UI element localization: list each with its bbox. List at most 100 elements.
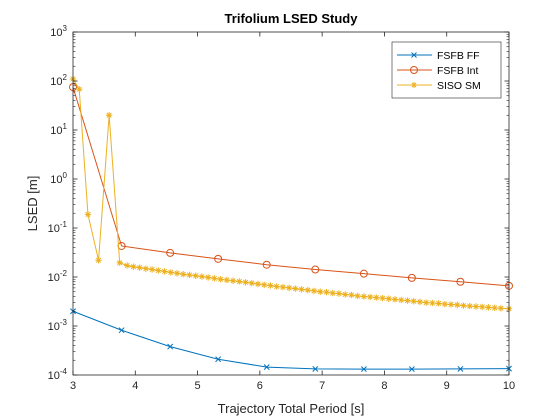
data-point-star-marker xyxy=(254,280,262,288)
y-tick-exponent: -4 xyxy=(60,367,68,376)
data-point-x-marker xyxy=(457,365,464,372)
legend-entry-fsfb-ff: FSFB FF xyxy=(397,50,480,62)
data-point-star-marker xyxy=(335,290,343,297)
data-point-star-marker xyxy=(404,297,411,304)
data-point-star-marker xyxy=(105,112,113,119)
x-tick-label: 4 xyxy=(132,380,138,392)
data-point-star-marker xyxy=(366,293,374,301)
data-point-star-marker xyxy=(223,276,231,284)
chart-title: Trifolium LSED Study xyxy=(225,11,359,26)
y-tick-exponent: 1 xyxy=(63,122,68,131)
data-point-star-marker xyxy=(173,270,181,277)
data-point-star-marker xyxy=(123,262,131,269)
data-point-star-marker xyxy=(292,285,299,292)
x-tick-label: 7 xyxy=(319,380,325,392)
y-tick-exponent: 0 xyxy=(63,171,68,180)
data-point-star-marker xyxy=(398,296,405,304)
data-point-star-marker xyxy=(161,268,168,275)
data-point-star-marker xyxy=(479,303,486,311)
data-point-star-marker xyxy=(373,294,380,301)
data-point-star-marker xyxy=(429,299,436,307)
y-tick-exponent: 3 xyxy=(63,24,68,33)
data-point-star-marker xyxy=(273,283,280,290)
data-point-star-marker xyxy=(211,275,218,282)
x-tick-label: 9 xyxy=(444,380,450,392)
series-line-fsfb-int xyxy=(72,86,510,287)
data-point-star-marker xyxy=(341,291,349,298)
data-point-star-marker xyxy=(148,266,156,273)
data-point-star-marker xyxy=(379,294,386,302)
y-tick-base: 10 xyxy=(48,272,60,284)
x-axis-label: Trajectory Total Period [s] xyxy=(218,401,365,416)
series-layer xyxy=(69,75,513,373)
data-point-x-marker xyxy=(312,365,319,372)
data-point-star-marker xyxy=(192,272,199,279)
series-line-fsfb-ff xyxy=(72,310,510,370)
data-point-circle-marker xyxy=(262,260,271,269)
data-point-star-marker xyxy=(84,211,92,218)
data-point-star-marker xyxy=(348,291,355,299)
x-tick-label: 8 xyxy=(381,380,387,392)
data-point-star-marker xyxy=(261,281,268,289)
y-tick-base: 10 xyxy=(48,223,60,235)
legend-marker-x-icon xyxy=(411,52,417,58)
data-point-circle-marker xyxy=(359,269,368,278)
data-point-star-marker xyxy=(186,271,193,279)
data-point-star-marker xyxy=(497,305,505,312)
data-point-x-marker xyxy=(118,327,125,334)
legend: FSFB FF FSFB Int SISO SM xyxy=(391,41,502,99)
series-fsfb-ff xyxy=(70,308,512,373)
data-point-star-marker xyxy=(485,304,492,311)
data-point-star-marker xyxy=(454,301,461,309)
y-tick-exponent: -3 xyxy=(60,318,68,327)
data-point-star-marker xyxy=(242,279,249,286)
y-tick-base: 10 xyxy=(50,174,62,186)
data-point-star-marker xyxy=(267,282,274,289)
y-axis-label: LSED [m] xyxy=(25,176,40,232)
data-point-star-marker xyxy=(167,269,174,276)
data-point-star-marker xyxy=(130,263,137,270)
legend-marker-star-icon xyxy=(411,82,417,88)
data-point-star-marker xyxy=(116,259,123,266)
data-point-star-marker xyxy=(329,289,336,297)
data-point-star-marker xyxy=(217,276,224,283)
x-tick-label: 5 xyxy=(195,380,201,392)
data-point-star-marker xyxy=(317,288,324,295)
data-point-star-marker xyxy=(229,277,237,284)
data-point-x-marker xyxy=(167,343,174,350)
y-tick-label: 10-4 xyxy=(48,367,68,382)
legend-label-fsfb-ff: FSFB FF xyxy=(437,50,480,62)
legend-entry-fsfb-int: FSFB Int xyxy=(397,65,479,77)
data-point-star-marker xyxy=(323,288,330,296)
data-point-star-marker xyxy=(248,279,255,287)
data-point-star-marker xyxy=(360,293,368,300)
legend-entry-siso-sm: SISO SM xyxy=(397,80,481,92)
y-tick-exponent: -1 xyxy=(60,220,68,229)
legend-label-siso-sm: SISO SM xyxy=(437,80,481,92)
data-point-star-marker xyxy=(142,265,150,272)
data-point-x-marker xyxy=(263,364,270,371)
data-point-x-marker xyxy=(215,356,222,363)
data-point-star-marker xyxy=(354,292,361,300)
data-point-circle-marker xyxy=(407,273,416,282)
x-tick-label: 6 xyxy=(257,380,263,392)
data-point-star-marker xyxy=(76,86,83,93)
axes-box xyxy=(72,31,510,376)
y-tick-label: 101 xyxy=(50,122,67,137)
legend-marker-circle-icon xyxy=(410,66,418,74)
data-point-star-marker xyxy=(447,301,455,308)
y-tick-base: 10 xyxy=(50,76,62,88)
y-tick-exponent: -2 xyxy=(60,269,68,278)
x-tick-label: 3 xyxy=(70,380,76,392)
series-siso-sm xyxy=(69,75,513,312)
data-point-star-marker xyxy=(441,300,449,308)
data-point-star-marker xyxy=(155,267,162,274)
y-tick-base: 10 xyxy=(48,321,60,333)
data-point-star-marker xyxy=(204,274,212,281)
data-point-star-marker xyxy=(422,299,430,306)
data-point-star-marker xyxy=(95,257,102,264)
data-point-star-marker xyxy=(460,302,467,309)
